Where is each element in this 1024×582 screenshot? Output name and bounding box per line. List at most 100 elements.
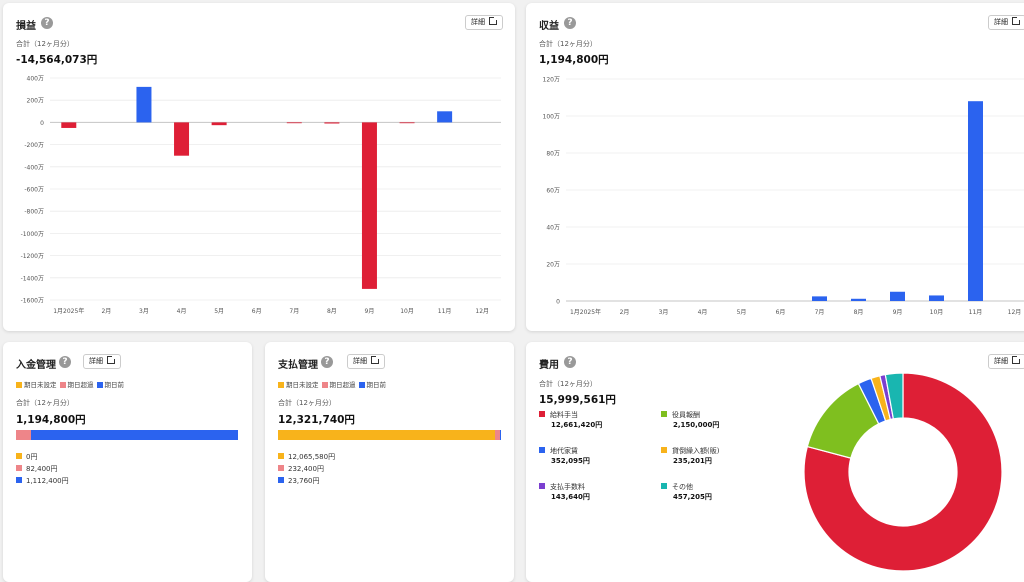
- expense-value: 2,150,000円: [673, 420, 719, 431]
- value-row: 82,400円: [16, 463, 69, 475]
- x-tick-label: 12月: [1008, 309, 1022, 316]
- expense-name: 給料手当: [550, 411, 578, 419]
- y-tick-label: -1000万: [21, 231, 44, 238]
- expenses-total-label: 合計（12ヶ月分）: [539, 379, 597, 389]
- value-text: 23,760円: [288, 477, 320, 485]
- value-row: 0円: [16, 451, 69, 463]
- payment-total-label: 合計（12ヶ月分）: [278, 398, 336, 408]
- payment-value-list: 12,065,580円 232,400円 23,760円: [278, 451, 335, 487]
- bar: [929, 295, 944, 301]
- bar: [324, 122, 339, 123]
- y-tick-label: -1600万: [21, 298, 44, 305]
- expense-value: 235,201円: [673, 456, 719, 467]
- x-tick-label: 1月2025年: [53, 307, 84, 315]
- x-tick-label: 3月: [139, 308, 149, 315]
- legend-item-before-due: 期日前: [359, 381, 387, 389]
- deposit-legend: 期日未設定期日超過期日前: [16, 379, 127, 389]
- x-tick-label: 6月: [776, 309, 786, 316]
- x-tick-label: 10月: [930, 309, 944, 316]
- color-swatch: [539, 483, 545, 489]
- legend-item-unset: 期日未設定: [278, 381, 319, 389]
- expense-value: 143,640円: [551, 492, 590, 503]
- bar: [61, 122, 76, 128]
- deposit-total-label: 合計（12ヶ月分）: [16, 398, 74, 408]
- color-swatch: [539, 411, 545, 417]
- expense-value: 12,661,420円: [551, 420, 602, 431]
- x-tick-label: 5月: [214, 308, 224, 315]
- value-text: 0円: [26, 453, 37, 461]
- y-tick-label: 0: [556, 299, 560, 306]
- color-swatch: [661, 411, 667, 417]
- color-swatch: [278, 453, 284, 459]
- payment-detail-button[interactable]: 詳細: [347, 354, 385, 369]
- pnl-bar-chart: 400万200万0-200万-400万-600万-800万-1000万-1200…: [3, 3, 515, 331]
- payment-stacked-bar: [278, 430, 500, 440]
- value-text: 1,112,400円: [26, 477, 69, 485]
- y-tick-label: 0: [40, 120, 44, 127]
- x-tick-label: 9月: [365, 308, 375, 315]
- legend-item-overdue: 期日超過: [60, 381, 94, 389]
- help-icon[interactable]: ?: [321, 356, 333, 368]
- x-tick-label: 2月: [620, 309, 630, 316]
- payment-card: 支払管理 ? 詳細 期日未設定期日超過期日前 合計（12ヶ月分） 12,321,…: [265, 342, 514, 582]
- y-tick-label: 400万: [27, 76, 44, 83]
- x-tick-label: 7月: [289, 308, 299, 315]
- value-row: 1,112,400円: [16, 475, 69, 487]
- color-swatch: [16, 453, 22, 459]
- bar: [287, 122, 302, 123]
- external-link-icon: [107, 356, 115, 364]
- expense-name: 支払手数料: [550, 483, 585, 491]
- expense-name: 役員報酬: [672, 411, 700, 419]
- payment-total-value: 12,321,740円: [278, 412, 355, 427]
- x-tick-label: 2月: [101, 308, 111, 315]
- deposit-stacked-bar: [16, 430, 238, 440]
- y-tick-label: 120万: [543, 77, 560, 84]
- deposit-value-list: 0円 82,400円 1,112,400円: [16, 451, 69, 487]
- color-swatch: [661, 483, 667, 489]
- bar-segment: [31, 430, 238, 440]
- x-tick-label: 5月: [737, 309, 747, 316]
- y-tick-label: -1200万: [21, 253, 44, 260]
- bar: [174, 122, 189, 155]
- y-tick-label: 100万: [543, 114, 560, 121]
- x-tick-label: 7月: [815, 309, 825, 316]
- y-tick-label: -600万: [24, 187, 44, 194]
- expenses-title: 費用: [539, 356, 559, 371]
- value-row: 23,760円: [278, 475, 335, 487]
- help-icon[interactable]: ?: [564, 356, 576, 368]
- x-tick-label: 8月: [854, 309, 864, 316]
- deposit-card: 入金管理 ? 詳細 期日未設定期日超過期日前 合計（12ヶ月分） 1,194,8…: [3, 342, 252, 582]
- external-link-icon: [371, 356, 379, 364]
- color-swatch: [16, 477, 22, 483]
- y-tick-label: -1400万: [21, 275, 44, 282]
- deposit-detail-button[interactable]: 詳細: [83, 354, 121, 369]
- value-row: 12,065,580円: [278, 451, 335, 463]
- expense-value: 457,205円: [673, 492, 712, 503]
- legend-item-unset: 期日未設定: [16, 381, 57, 389]
- expense-name: 地代家賃: [550, 447, 578, 455]
- x-tick-label: 12月: [475, 308, 489, 315]
- bar: [890, 292, 905, 301]
- value-text: 12,065,580円: [288, 453, 335, 461]
- x-tick-label: 4月: [177, 308, 187, 315]
- value-row: 232,400円: [278, 463, 335, 475]
- deposit-total-value: 1,194,800円: [16, 412, 86, 427]
- bar-segment: [16, 430, 31, 440]
- bar: [362, 122, 377, 289]
- value-text: 232,400円: [288, 465, 324, 473]
- help-icon[interactable]: ?: [59, 356, 71, 368]
- bar: [212, 122, 227, 125]
- legend-item-before-due: 期日前: [97, 381, 125, 389]
- bar-segment: [278, 430, 495, 440]
- y-tick-label: -400万: [24, 164, 44, 171]
- expense-value: 352,095円: [551, 456, 590, 467]
- expenses-donut-chart: [788, 357, 1018, 582]
- bar: [968, 101, 983, 301]
- color-swatch: [539, 447, 545, 453]
